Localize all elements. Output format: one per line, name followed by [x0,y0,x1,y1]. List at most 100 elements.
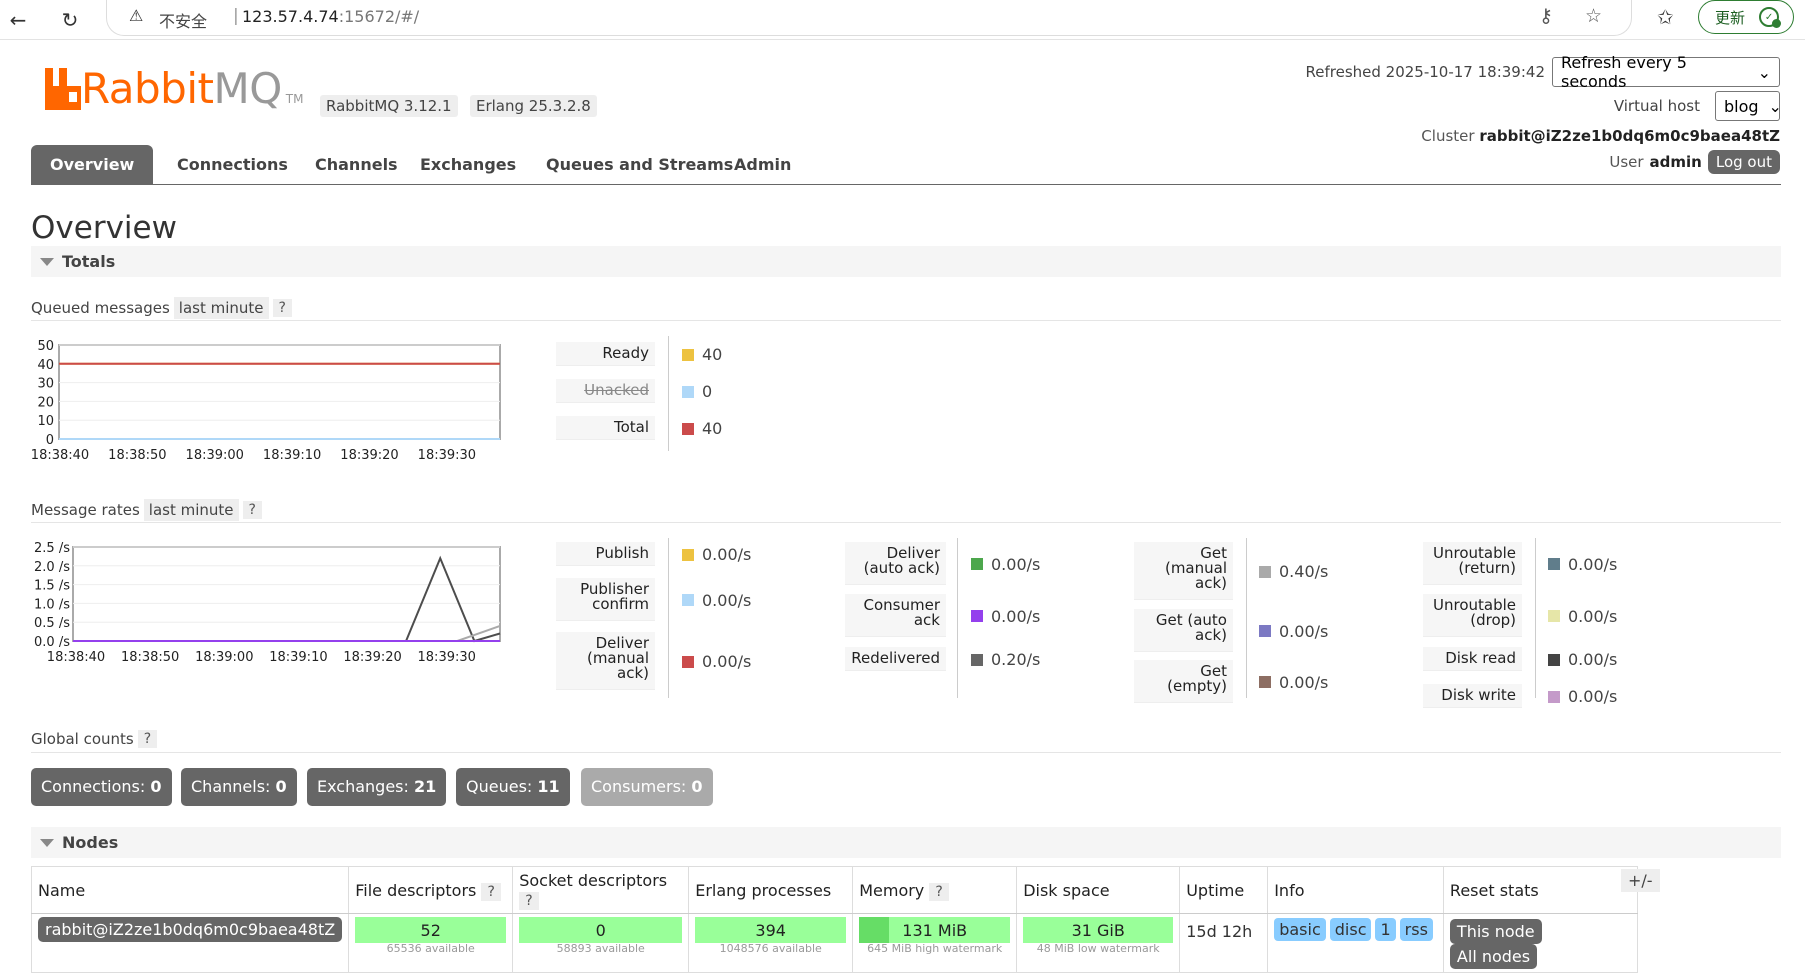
nodes-section-toggle[interactable]: Nodes [31,827,1781,858]
column-header-disk-space: Disk space [1016,866,1181,914]
plot-area [58,344,501,440]
tab-channels[interactable]: Channels [315,155,398,174]
x-tick-label: 18:39:00 [186,448,244,462]
connections-count-button[interactable]: Connections: 0 [31,768,172,806]
help-button[interactable]: ? [137,730,158,748]
help-button[interactable]: ? [242,501,262,519]
stat-value-text: 0.40/s [1279,562,1329,581]
channels-count-button[interactable]: Channels: 0 [181,768,297,806]
star-icon[interactable]: ☆ [1585,5,1603,27]
file-descriptors-cell: 52 65536 available [348,913,514,973]
logo-trademark: TM [285,92,304,106]
address-bar[interactable]: ⚠ 不安全 | 123.57.4.74:15672/#/ ⚷ ☆ [106,0,1632,36]
stat-label-publish: Publish [556,542,655,566]
legend-swatch [682,594,694,606]
info-tag-rss[interactable]: rss [1399,918,1433,941]
warning-icon: ⚠ [129,6,144,25]
node-name-link[interactable]: rabbit@iZ2ze1b0dq6m0c9baea48tZ [38,917,343,942]
url-path: :15672/#/ [338,7,420,26]
column-header-socket-descriptors: Socket descriptors ? [512,866,690,914]
consumers-count-button[interactable]: Consumers: 0 [581,768,713,806]
tab-connections[interactable]: Connections [177,155,288,174]
range-pill[interactable]: last minute [143,499,239,521]
y-tick-label: 2.5 /s [34,541,70,556]
refreshed-timestamp: Refreshed 2025-10-17 18:39:42 [1305,63,1545,81]
stat-value-unroutable-drop: 0.00/s [1548,607,1617,626]
user-info: User admin Log out [1609,150,1780,174]
column-divider [1535,538,1536,698]
refresh-interval-select[interactable]: Refresh every 5 seconds ⌄ [1552,53,1780,91]
stat-label-publisher-confirm: Publisher confirm [556,578,655,621]
divider [31,752,1781,753]
columns-toggle-button[interactable]: +/- [1621,869,1660,892]
memory-bar: 131 MiB [859,917,1011,943]
memory-cell: 131 MiB 645 MiB high watermark [852,913,1018,973]
stat-value-text: 40 [702,419,723,438]
key-icon[interactable]: ⚷ [1539,5,1553,27]
help-button[interactable]: ? [481,882,501,901]
update-button[interactable]: 更新 ✓ [1698,0,1794,34]
legend-swatch [1259,625,1271,637]
reset-all-nodes-button[interactable]: All nodes [1449,944,1538,969]
chevron-down-icon: ⌄ [1768,96,1782,116]
file-descriptors-value: 52 [420,920,441,940]
help-button[interactable]: ? [272,299,292,317]
rabbitmq-logo[interactable]: RabbitMQ TM [45,68,303,110]
queued-messages-header: Queued messages last minute ? [31,297,292,319]
stat-label-get-auto-ack: Get (auto ack) [1134,609,1233,652]
table-row: rabbit@iZ2ze1b0dq6m0c9baea48tZ 52 65536 a… [30,913,1638,973]
stat-value-unacked: 0 [682,382,712,401]
info-tag-count[interactable]: 1 [1375,918,1396,941]
file-descriptors-available: 65536 available [386,942,475,955]
favorites-icon[interactable]: ✩ [1657,5,1674,29]
info-tag-basic[interactable]: basic [1274,918,1326,941]
legend-swatch [971,653,983,666]
tab-admin[interactable]: Admin [734,155,792,174]
cluster-label: Cluster [1421,127,1475,145]
divider [31,320,1781,321]
help-button[interactable]: ? [519,892,539,910]
stat-value-publisher-confirm: 0.00/s [682,591,751,610]
legend-swatch [682,655,694,668]
stat-value-text: 0.20/s [991,650,1041,669]
table-header-row: Name File descriptors ? Socket descripto… [30,866,1638,914]
column-header-file-descriptors: File descriptors ? [348,866,514,914]
tab-exchanges[interactable]: Exchanges [420,155,517,174]
chevron-down-icon: ⌄ [1757,62,1771,82]
stat-value-unroutable-return: 0.00/s [1548,555,1617,574]
legend-swatch [682,385,694,398]
column-header-erlang-processes: Erlang processes [688,866,854,914]
reset-this-node-button[interactable]: This node [1449,919,1542,944]
exchanges-count-button[interactable]: Exchanges: 21 [307,768,447,806]
stat-value-get-auto-ack: 0.00/s [1259,622,1328,641]
reload-icon[interactable]: ↻ [61,8,79,32]
cluster-name: rabbit@iZ2ze1b0dq6m0c9baea48tZ [1479,127,1780,145]
x-tick-label: 18:39:20 [343,650,401,664]
queued-messages-chart: 50 40 30 20 10 018:38:40 18:38:50 18:39:00 18:39… [31,339,501,462]
legend-swatch [1548,653,1560,666]
help-button[interactable]: ? [929,882,949,901]
queues-count-button[interactable]: Queues: 11 [456,768,570,806]
global-counts-label: Global counts [31,730,134,748]
tab-queues-and-streams[interactable]: Queues and Streams [546,155,734,174]
stat-value-deliver-manual-ack: 0.00/s [682,652,751,671]
queues-count-label: Queues: [466,777,533,796]
column-header-name: Name [30,866,350,914]
tab-overview[interactable]: Overview [31,145,154,185]
x-tick-label: 18:39:10 [269,650,327,664]
legend-swatch [1548,558,1560,570]
stat-value-total: 40 [682,419,722,438]
logout-button[interactable]: Log out [1707,150,1780,174]
virtual-host-select[interactable]: blog ⌄ [1715,91,1782,121]
x-tick-label: 18:39:10 [263,448,321,462]
range-pill[interactable]: last minute [173,297,269,319]
column-divider [1246,538,1247,698]
back-icon[interactable]: ← [9,8,27,32]
info-tag-disc[interactable]: disc [1329,918,1372,941]
stat-label-disk-read: Disk read [1423,647,1522,671]
message-rates-header: Message rates last minute ? [31,499,262,521]
socket-descriptors-header-label: Socket descriptors [519,871,668,890]
plot-area [72,546,501,642]
totals-section-toggle[interactable]: Totals [31,246,1781,277]
update-label: 更新 [1715,8,1746,27]
